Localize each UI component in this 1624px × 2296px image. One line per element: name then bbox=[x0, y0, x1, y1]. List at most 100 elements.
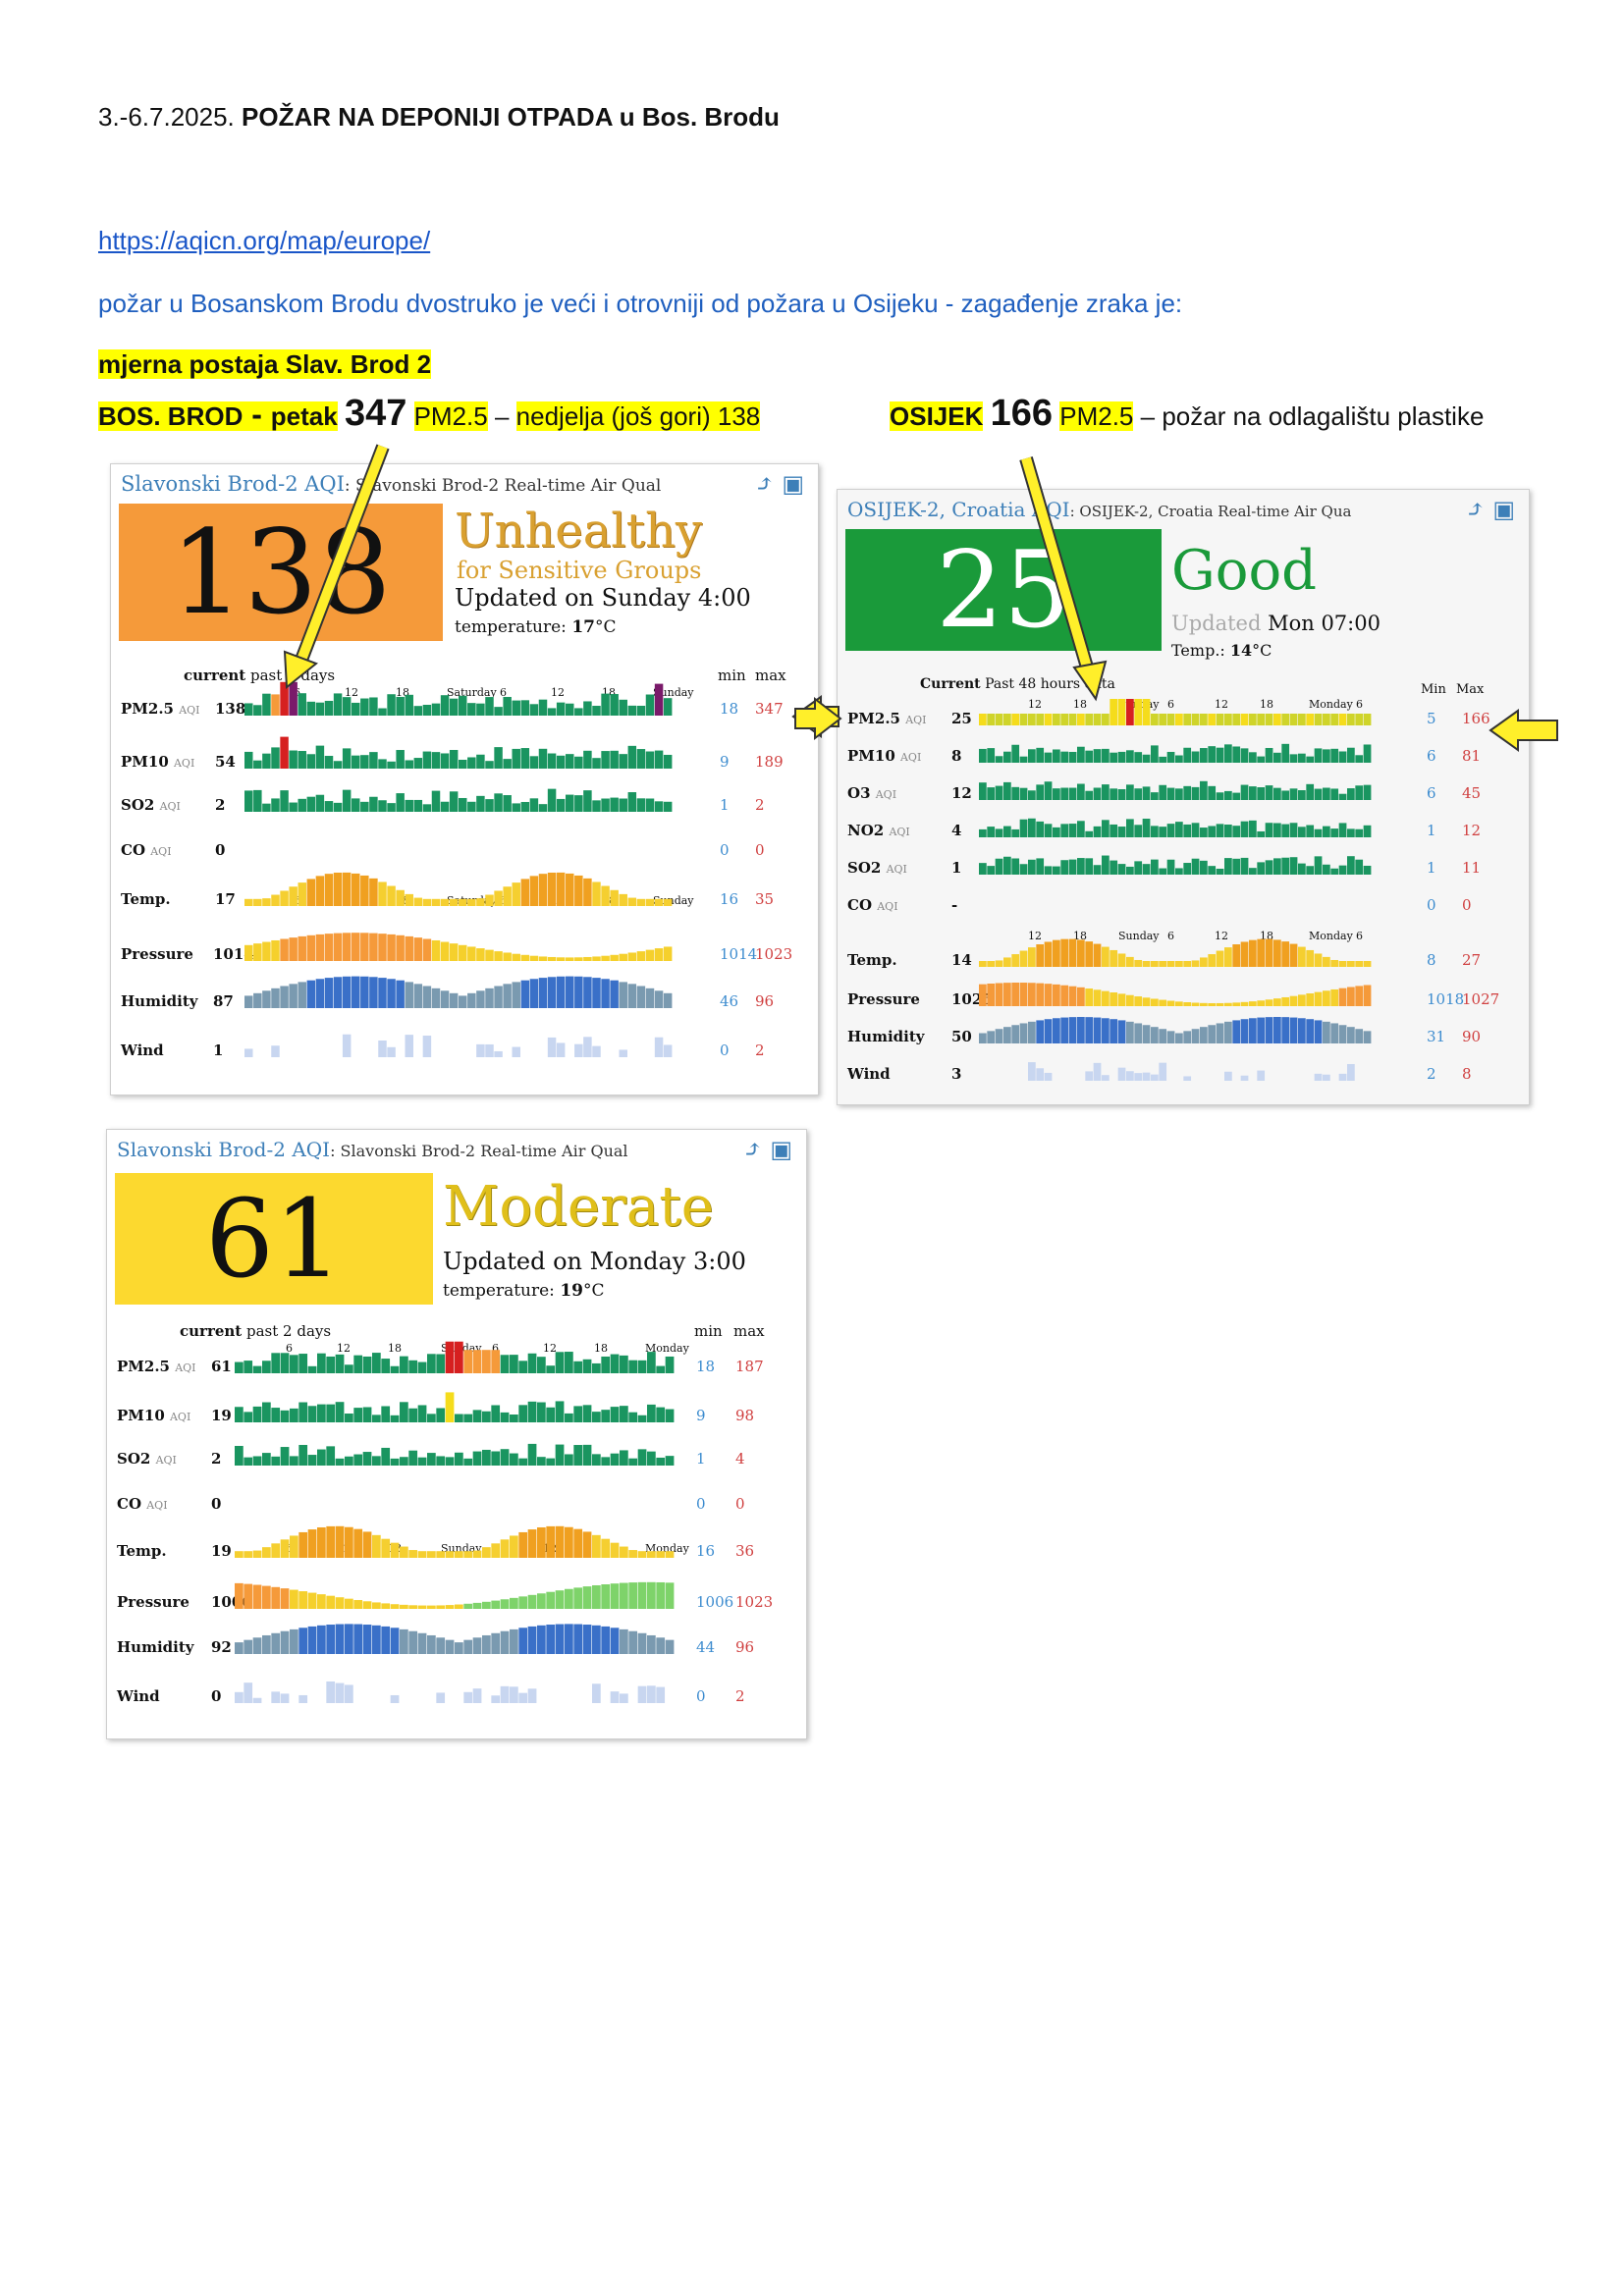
spark-bar bbox=[1338, 865, 1347, 875]
spark-bar bbox=[362, 1356, 372, 1373]
spark-bar bbox=[449, 749, 459, 769]
spark-bar bbox=[1159, 784, 1167, 800]
spark-bar bbox=[1053, 984, 1060, 1006]
share-icons[interactable]: ⤴ ▣ bbox=[1466, 496, 1515, 523]
osijek-unit: PM2.5 bbox=[1059, 401, 1134, 431]
spark-bar bbox=[636, 705, 646, 716]
aqicn-link[interactable]: https://aqicn.org/map/europe/ bbox=[98, 226, 431, 255]
spark-bar bbox=[654, 683, 664, 716]
share-icon[interactable]: ⤴ bbox=[742, 1136, 763, 1163]
spark-bar bbox=[503, 952, 512, 961]
spark-bar bbox=[1142, 1072, 1151, 1081]
spark-bar bbox=[1093, 1017, 1102, 1043]
spark-bar bbox=[529, 979, 539, 1008]
spark-bar bbox=[520, 801, 530, 812]
spark-bar bbox=[1077, 714, 1085, 725]
row-max-wind: 8 bbox=[1462, 1065, 1472, 1083]
spark-bar bbox=[436, 1456, 446, 1466]
spark-bar bbox=[491, 1600, 501, 1609]
spark-bar bbox=[979, 984, 987, 1006]
spark-bar bbox=[574, 795, 583, 812]
spark-bar bbox=[1249, 752, 1257, 763]
spark-bar bbox=[1323, 826, 1330, 837]
widget-title-text[interactable]: Slavonski Brod-2 AQI bbox=[121, 472, 345, 496]
spark-bar bbox=[1200, 1002, 1208, 1006]
spark-bar bbox=[583, 878, 592, 906]
screens-icon[interactable]: ▣ bbox=[782, 470, 804, 498]
spark-bar bbox=[298, 1354, 308, 1373]
spark-bar bbox=[369, 977, 378, 1008]
spark-bar bbox=[620, 1406, 628, 1422]
spark-bar bbox=[1281, 824, 1290, 837]
row-max-pm10: 81 bbox=[1462, 747, 1482, 765]
spark-bar bbox=[512, 700, 520, 716]
spark-bar bbox=[1314, 828, 1323, 837]
row-min-co: 0 bbox=[696, 1495, 706, 1513]
spark-bar bbox=[556, 702, 566, 716]
spark-bar bbox=[324, 700, 334, 716]
spark-bar bbox=[987, 787, 996, 800]
spark-bar bbox=[1257, 1070, 1266, 1081]
spark-bar bbox=[979, 748, 987, 763]
spark-bar bbox=[1281, 996, 1290, 1006]
spark-bar bbox=[298, 1531, 308, 1558]
spark-bar bbox=[326, 1625, 336, 1654]
spark-bar bbox=[1355, 961, 1364, 967]
sparkline-pm10 bbox=[979, 743, 1372, 763]
share-icon[interactable]: ⤴ bbox=[754, 470, 775, 498]
row-label-no2: NO2 AQI bbox=[847, 822, 910, 839]
spark-bar bbox=[1347, 747, 1355, 763]
spark-bar bbox=[417, 1457, 427, 1466]
time-tick-label: 6 bbox=[1167, 930, 1174, 942]
spark-bar bbox=[317, 1526, 326, 1558]
share-icon[interactable]: ⤴ bbox=[1465, 496, 1486, 523]
bos-brod-line: BOS. BROD - petak 347 PM2.5 – nedjelja (… bbox=[98, 393, 761, 435]
spark-bar bbox=[1363, 714, 1372, 725]
spark-bar bbox=[396, 889, 405, 906]
spark-bar bbox=[280, 1539, 290, 1558]
sparkline-humidity bbox=[244, 976, 673, 1008]
screens-icon[interactable]: ▣ bbox=[1492, 496, 1515, 523]
spark-bar bbox=[1232, 746, 1241, 763]
spark-bar bbox=[324, 934, 334, 961]
spark-bar bbox=[467, 946, 476, 961]
spark-bar bbox=[449, 791, 459, 812]
spark-bar bbox=[482, 1601, 491, 1609]
spark-bar bbox=[317, 1449, 326, 1466]
spark-bar bbox=[610, 954, 619, 961]
spark-bar bbox=[637, 1632, 647, 1654]
spark-bar bbox=[627, 984, 637, 1008]
row-current-pressure: 1014 bbox=[213, 945, 254, 963]
spark-bar bbox=[362, 1531, 372, 1558]
spark-bar bbox=[1085, 1071, 1094, 1081]
spark-bar bbox=[665, 1409, 675, 1422]
spark-bar bbox=[306, 934, 316, 961]
spark-bar bbox=[400, 1356, 408, 1373]
row-label-pressure: Pressure bbox=[117, 1593, 189, 1611]
row-current-humidity: 87 bbox=[213, 992, 234, 1010]
spark-bar bbox=[1298, 827, 1306, 837]
share-icons[interactable]: ⤴ ▣ bbox=[755, 470, 804, 498]
spark-bar bbox=[369, 697, 378, 716]
screens-icon[interactable]: ▣ bbox=[770, 1136, 792, 1163]
widget-title-text[interactable]: Slavonski Brod-2 AQI bbox=[117, 1138, 331, 1161]
row-max-pm25: 187 bbox=[735, 1358, 764, 1375]
row-label-pm10: PM10 AQI bbox=[847, 747, 922, 765]
spark-bar bbox=[1142, 961, 1151, 967]
spark-bar bbox=[665, 1551, 675, 1558]
spark-bar bbox=[527, 1529, 537, 1558]
spark-bar bbox=[1338, 961, 1347, 967]
spark-bar bbox=[1117, 864, 1126, 875]
spark-bar bbox=[387, 803, 396, 812]
spark-bar bbox=[1093, 989, 1102, 1006]
spark-bar bbox=[592, 978, 601, 1008]
spark-bar bbox=[1068, 714, 1077, 725]
spark-bar bbox=[512, 748, 520, 769]
spark-bar bbox=[527, 1688, 537, 1703]
spark-bar bbox=[1363, 961, 1372, 967]
spark-bar bbox=[298, 882, 306, 906]
spark-bar bbox=[1191, 960, 1200, 967]
share-icons[interactable]: ⤴ ▣ bbox=[743, 1136, 792, 1163]
spark-bar bbox=[1126, 699, 1134, 725]
spark-bar bbox=[503, 696, 512, 716]
